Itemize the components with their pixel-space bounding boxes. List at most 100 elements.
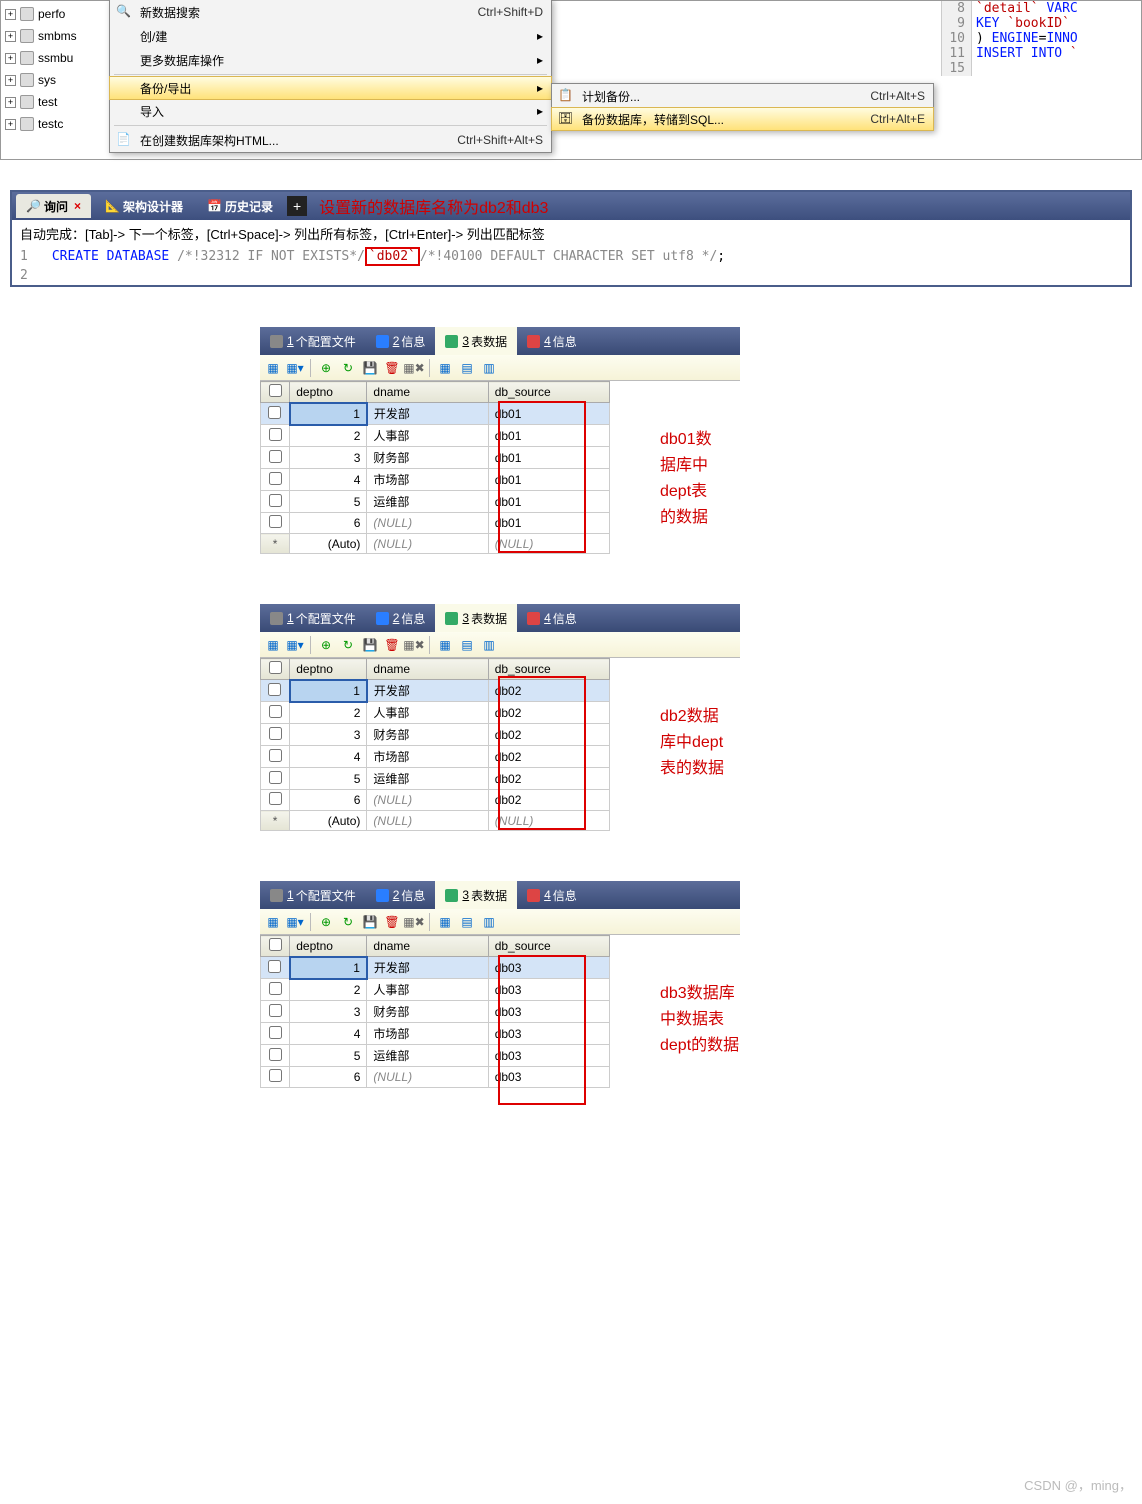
sql-line-1[interactable]: 1 CREATE DATABASE /*!32312 IF NOT EXISTS… — [12, 247, 1130, 266]
expand-icon[interactable]: + — [5, 31, 16, 42]
table-row[interactable]: 1开发部db01 — [261, 403, 610, 425]
row-checkbox[interactable] — [269, 515, 282, 528]
table-row[interactable]: 2人事部db02 — [261, 702, 610, 724]
row-checkbox[interactable] — [269, 749, 282, 762]
tree-item-test[interactable]: +test — [1, 91, 111, 113]
result-tab[interactable]: 4 信息 — [517, 604, 587, 632]
select-all-checkbox[interactable] — [261, 936, 290, 957]
table-row[interactable]: 4市场部db02 — [261, 746, 610, 768]
row-checkbox[interactable] — [269, 705, 282, 718]
result-tab[interactable]: 1 个配置文件 — [260, 881, 366, 909]
result-tab[interactable]: 3 表数据 — [435, 604, 517, 632]
menu-item[interactable]: 创/建▸ — [110, 24, 551, 48]
table-toolbar: ▦▦▾⊕↻💾🗑▦✖▦▤▥ — [260, 909, 740, 935]
menu-item[interactable]: 更多数据库操作▸ — [110, 48, 551, 72]
close-icon[interactable]: × — [74, 199, 81, 213]
row-checkbox[interactable] — [269, 1026, 282, 1039]
column-header[interactable]: dname — [367, 936, 488, 957]
submenu-item[interactable]: 📋计划备份...Ctrl+Alt+S — [552, 84, 933, 108]
tab-icon — [445, 335, 458, 348]
column-header[interactable]: db_source — [488, 382, 609, 403]
row-checkbox[interactable] — [269, 771, 282, 784]
select-all-checkbox[interactable] — [261, 382, 290, 403]
row-checkbox[interactable] — [268, 960, 281, 973]
column-header[interactable]: dname — [367, 382, 488, 403]
query-tab[interactable]: 🔎询问× — [16, 194, 91, 218]
column-header[interactable]: deptno — [290, 936, 367, 957]
result-tab[interactable]: 1 个配置文件 — [260, 604, 366, 632]
row-checkbox[interactable] — [269, 727, 282, 740]
table-row[interactable]: 3财务部db02 — [261, 724, 610, 746]
table-row[interactable]: 5运维部db03 — [261, 1045, 610, 1067]
database-icon — [20, 95, 34, 109]
row-checkbox[interactable] — [269, 982, 282, 995]
column-header[interactable]: dname — [367, 659, 488, 680]
table-row[interactable]: 4市场部db01 — [261, 469, 610, 491]
menu-item[interactable]: 导入▸ — [110, 99, 551, 123]
table-row-new[interactable]: *(Auto)(NULL)(NULL) — [261, 811, 610, 831]
column-header[interactable]: db_source — [488, 936, 609, 957]
table-row[interactable]: 6(NULL)db01 — [261, 513, 610, 534]
row-checkbox[interactable] — [269, 792, 282, 805]
autocomplete-hint: 自动完成：[Tab]-> 下一个标签，[Ctrl+Space]-> 列出所有标签… — [12, 220, 1130, 247]
menu-item[interactable]: 备份/导出▸ — [109, 76, 552, 100]
table-row[interactable]: 1开发部db03 — [261, 957, 610, 979]
result-tab[interactable]: 4 信息 — [517, 327, 587, 355]
data-grid[interactable]: deptnodnamedb_source1开发部db032人事部db033财务部… — [260, 935, 610, 1088]
result-tab[interactable]: 4 信息 — [517, 881, 587, 909]
menu-item[interactable]: 🔍新数据搜索Ctrl+Shift+D — [110, 0, 551, 24]
tree-item-sys[interactable]: +sys — [1, 69, 111, 91]
submenu-item[interactable]: 🗄备份数据库，转储到SQL...Ctrl+Alt+E — [551, 107, 934, 131]
result-tab[interactable]: 3 表数据 — [435, 881, 517, 909]
data-table-block: 1 个配置文件2 信息3 表数据4 信息▦▦▾⊕↻💾🗑▦✖▦▤▥deptnodn… — [260, 604, 740, 831]
query-tab[interactable]: 📅历史记录 — [197, 194, 283, 218]
row-checkbox[interactable] — [269, 1069, 282, 1082]
table-row[interactable]: 5运维部db02 — [261, 768, 610, 790]
table-row[interactable]: 6(NULL)db02 — [261, 790, 610, 811]
tree-item-smbms[interactable]: +smbms — [1, 25, 111, 47]
row-checkbox[interactable] — [269, 450, 282, 463]
menu-item[interactable]: 📄在创建数据库架构HTML...Ctrl+Shift+Alt+S — [110, 128, 551, 152]
expand-icon[interactable]: + — [5, 53, 16, 64]
table-row[interactable]: 1开发部db02 — [261, 680, 610, 702]
expand-icon[interactable]: + — [5, 75, 16, 86]
tree-item-perfo[interactable]: +perfo — [1, 3, 111, 25]
table-row[interactable]: 5运维部db01 — [261, 491, 610, 513]
expand-icon[interactable]: + — [5, 97, 16, 108]
tree-item-testc[interactable]: +testc — [1, 113, 111, 135]
tab-icon — [376, 612, 389, 625]
row-checkbox[interactable] — [269, 428, 282, 441]
table-row-new[interactable]: *(Auto)(NULL)(NULL) — [261, 534, 610, 554]
data-grid[interactable]: deptnodnamedb_source1开发部db022人事部db023财务部… — [260, 658, 610, 831]
query-tab[interactable]: 📐架构设计器 — [95, 194, 193, 218]
column-header[interactable]: db_source — [488, 659, 609, 680]
database-icon — [20, 73, 34, 87]
table-row[interactable]: 6(NULL)db03 — [261, 1067, 610, 1088]
row-checkbox[interactable] — [269, 494, 282, 507]
result-tab[interactable]: 2 信息 — [366, 881, 436, 909]
result-tab[interactable]: 2 信息 — [366, 327, 436, 355]
row-checkbox[interactable] — [268, 683, 281, 696]
expand-icon[interactable]: + — [5, 9, 16, 20]
tree-item-ssmbu[interactable]: +ssmbu — [1, 47, 111, 69]
data-grid[interactable]: deptnodnamedb_source1开发部db012人事部db013财务部… — [260, 381, 610, 554]
table-row[interactable]: 3财务部db01 — [261, 447, 610, 469]
column-header[interactable]: deptno — [290, 382, 367, 403]
row-checkbox[interactable] — [269, 1048, 282, 1061]
table-row[interactable]: 4市场部db03 — [261, 1023, 610, 1045]
submenu-arrow-icon: ▸ — [537, 81, 543, 95]
expand-icon[interactable]: + — [5, 119, 16, 130]
row-checkbox[interactable] — [268, 406, 281, 419]
table-row[interactable]: 3财务部db03 — [261, 1001, 610, 1023]
table-row[interactable]: 2人事部db03 — [261, 979, 610, 1001]
new-tab-button[interactable]: + — [287, 196, 307, 216]
table-row[interactable]: 2人事部db01 — [261, 425, 610, 447]
result-tab[interactable]: 1 个配置文件 — [260, 327, 366, 355]
select-all-checkbox[interactable] — [261, 659, 290, 680]
row-checkbox[interactable] — [269, 472, 282, 485]
sql-line-2[interactable]: 2 — [12, 266, 1130, 285]
result-tab[interactable]: 2 信息 — [366, 604, 436, 632]
result-tab[interactable]: 3 表数据 — [435, 327, 517, 355]
row-checkbox[interactable] — [269, 1004, 282, 1017]
column-header[interactable]: deptno — [290, 659, 367, 680]
